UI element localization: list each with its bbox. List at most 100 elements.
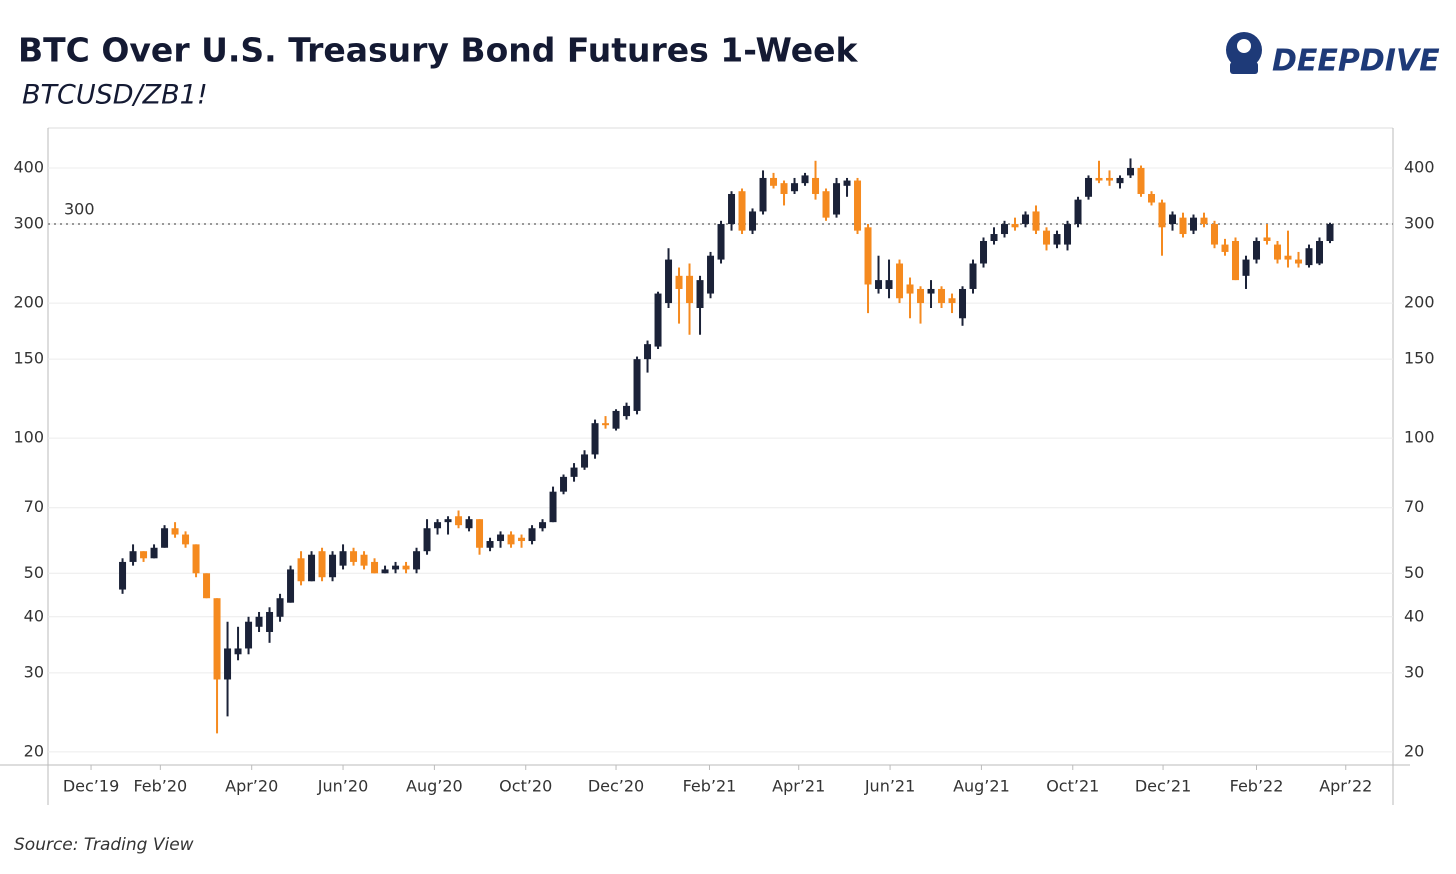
candle-body bbox=[171, 528, 179, 535]
candle-body bbox=[371, 561, 379, 574]
candle-body bbox=[686, 275, 694, 304]
candle-body bbox=[1242, 259, 1250, 276]
x-tick-label: Oct’21 bbox=[1046, 777, 1099, 796]
candle-body bbox=[1179, 217, 1187, 235]
x-tick-label: Apr’22 bbox=[1319, 777, 1372, 796]
candle-body bbox=[1043, 230, 1051, 245]
candle-body bbox=[969, 263, 977, 289]
y-tick-label: 150 bbox=[13, 349, 44, 368]
candle-body bbox=[1106, 177, 1114, 181]
candle-body bbox=[560, 476, 568, 492]
x-tick-label: Jun’20 bbox=[317, 777, 368, 796]
brand: DEEPDIVE bbox=[1272, 44, 1440, 79]
y-tick-label: 100 bbox=[13, 428, 44, 447]
candle-body bbox=[539, 522, 547, 529]
candle-body bbox=[917, 288, 925, 304]
y-tick-label: 50 bbox=[24, 563, 44, 582]
candle-body bbox=[1169, 214, 1177, 225]
candle-body bbox=[1295, 259, 1303, 264]
candle-body bbox=[140, 551, 148, 559]
candle-body bbox=[203, 573, 211, 599]
y2-tick-label: 300 bbox=[1404, 214, 1435, 233]
y2-tick-label: 20 bbox=[1404, 741, 1424, 760]
candle-body bbox=[1305, 248, 1313, 266]
candle-body bbox=[1064, 224, 1072, 245]
candle-body bbox=[360, 554, 368, 566]
candle-body bbox=[1274, 244, 1282, 260]
y2-tick-label: 40 bbox=[1404, 606, 1424, 625]
candle-body bbox=[864, 227, 872, 285]
x-tick-label: Feb’20 bbox=[133, 777, 187, 796]
chart-title: BTC Over U.S. Treasury Bond Futures 1-We… bbox=[18, 31, 858, 70]
candle-body bbox=[1284, 255, 1292, 260]
candle-body bbox=[1232, 240, 1240, 281]
reference-label: 300 bbox=[64, 200, 95, 219]
candle-body bbox=[770, 177, 778, 186]
y-tick-label: 20 bbox=[24, 741, 44, 760]
candle-body bbox=[455, 516, 463, 526]
candle-body bbox=[381, 569, 389, 574]
y-tick-label: 400 bbox=[13, 157, 44, 176]
candle-body bbox=[833, 183, 841, 215]
y-tick-label: 70 bbox=[24, 497, 44, 516]
candle-body bbox=[119, 561, 127, 590]
y-tick-label: 30 bbox=[24, 662, 44, 681]
candle-body bbox=[318, 551, 326, 578]
candle-body bbox=[507, 534, 515, 545]
x-tick-label: Feb’21 bbox=[683, 777, 737, 796]
candle-body bbox=[1001, 224, 1009, 235]
candle-body bbox=[1085, 177, 1093, 197]
chart-subtitle: BTCUSD/ZB1! bbox=[22, 80, 208, 111]
candle-body bbox=[1326, 224, 1334, 241]
candle-body bbox=[392, 565, 400, 570]
candle-body bbox=[497, 534, 505, 542]
candle-body bbox=[1211, 224, 1219, 245]
candle-body bbox=[276, 598, 284, 617]
candle-body bbox=[801, 175, 809, 184]
candle-body bbox=[581, 454, 589, 468]
candle-body bbox=[644, 344, 652, 360]
candle-body bbox=[1263, 237, 1271, 241]
candle-body bbox=[1127, 167, 1135, 176]
source: Source: Trading View bbox=[14, 835, 194, 855]
candle-body bbox=[287, 569, 295, 603]
candle-body bbox=[759, 177, 767, 212]
candle-body bbox=[413, 551, 421, 570]
x-tick-label: Aug’21 bbox=[953, 777, 1010, 796]
y2-tick-label: 150 bbox=[1404, 349, 1435, 368]
candle-body bbox=[854, 180, 862, 231]
candle-body bbox=[518, 537, 526, 542]
candle-body bbox=[591, 423, 599, 455]
candle-body bbox=[896, 263, 904, 299]
y-tick-label: 40 bbox=[24, 606, 44, 625]
candle-body bbox=[990, 234, 998, 241]
candle-body bbox=[570, 467, 578, 477]
candle-body bbox=[717, 224, 725, 260]
y2-tick-label: 400 bbox=[1404, 157, 1435, 176]
candle-body bbox=[885, 280, 893, 289]
candle-body bbox=[612, 410, 620, 429]
candle-body bbox=[980, 240, 988, 264]
candle-body bbox=[602, 423, 610, 426]
candle-body bbox=[476, 519, 484, 548]
candle-body bbox=[927, 288, 935, 294]
candle-body bbox=[875, 280, 883, 289]
x-tick-label: Dec’20 bbox=[588, 777, 644, 796]
candle-body bbox=[1022, 214, 1030, 225]
candle-body bbox=[1011, 224, 1019, 228]
candle-body bbox=[938, 288, 946, 304]
candle-body bbox=[161, 528, 169, 548]
y2-tick-label: 100 bbox=[1404, 428, 1435, 447]
candle-body bbox=[633, 359, 641, 411]
y2-tick-label: 30 bbox=[1404, 662, 1424, 681]
x-tick-label: Oct’20 bbox=[499, 777, 552, 796]
candle-body bbox=[434, 522, 442, 529]
candle-body bbox=[696, 280, 704, 309]
candle-body bbox=[707, 255, 715, 294]
x-tick-label: Dec’19 bbox=[63, 777, 119, 796]
y2-tick-label: 70 bbox=[1404, 497, 1424, 516]
candle-body bbox=[1053, 234, 1061, 245]
candle-body bbox=[1316, 240, 1324, 264]
candle-body bbox=[444, 519, 452, 523]
candle-body bbox=[812, 177, 820, 194]
